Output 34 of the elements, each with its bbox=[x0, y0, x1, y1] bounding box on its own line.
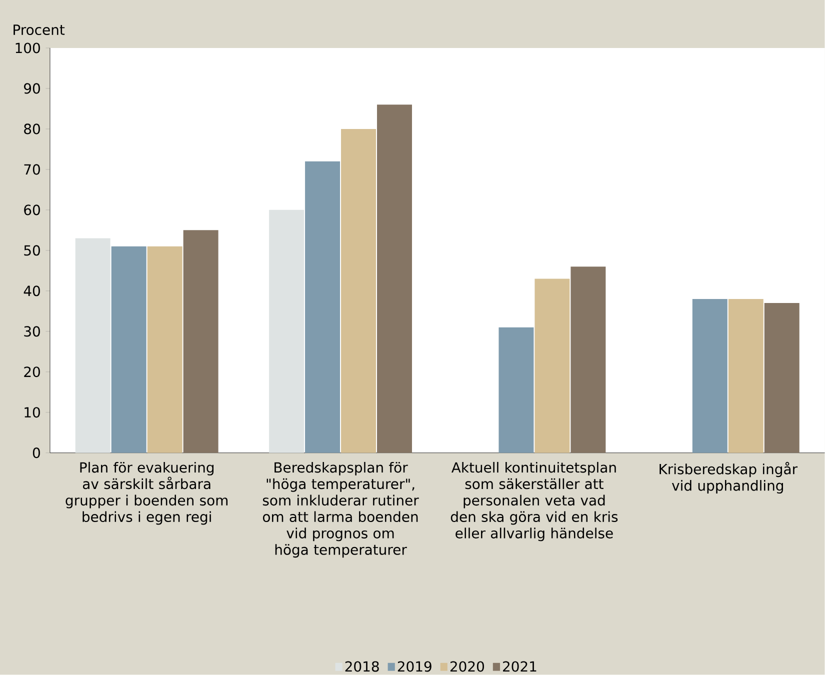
bar bbox=[269, 210, 304, 454]
bar bbox=[183, 230, 218, 454]
bar bbox=[75, 238, 110, 454]
x-tick-label: Beredskapsplan för "höga temperaturer", som inkluderar rutiner om att larma boenden vid prognos om höga temperaturer bbox=[262, 462, 419, 558]
bar bbox=[341, 129, 376, 454]
y-tick-label: 70 bbox=[24, 164, 40, 175]
y-tick-label: 50 bbox=[24, 245, 40, 256]
x-tick-label: Aktuell kontinuitetsplan som säkerställer att personalen veta vad den ska göra vid en kris eller allvarlig händelse bbox=[450, 462, 618, 542]
y-tick-label: 10 bbox=[24, 407, 40, 418]
bar bbox=[147, 246, 182, 454]
y-tick-label: 100 bbox=[16, 42, 40, 54]
bar bbox=[728, 299, 764, 454]
y-tick-label: 90 bbox=[24, 83, 40, 94]
bar bbox=[498, 328, 534, 454]
y-tick-label: 60 bbox=[24, 204, 40, 216]
y-tick-label: 80 bbox=[24, 124, 40, 134]
bar bbox=[111, 246, 146, 454]
bar bbox=[570, 266, 606, 454]
y-axis-title: Procent bbox=[14, 24, 65, 36]
y-tick-label: 0 bbox=[32, 448, 40, 458]
bar bbox=[764, 303, 800, 454]
legend-label: 2020 bbox=[450, 661, 484, 672]
y-tick-label: 40 bbox=[24, 286, 40, 296]
x-tick-label: Krisberedskap ingår vid upphandling bbox=[660, 462, 798, 494]
y-tick-label: 20 bbox=[24, 366, 40, 378]
legend-label: 2021 bbox=[503, 661, 536, 672]
bar bbox=[534, 278, 570, 454]
bar bbox=[692, 299, 728, 454]
legend-label: 2019 bbox=[398, 661, 432, 672]
bar bbox=[377, 104, 412, 454]
legend-label: 2018 bbox=[345, 661, 379, 672]
y-tick-label: 30 bbox=[24, 326, 40, 337]
bar bbox=[305, 162, 340, 454]
x-tick-label: Plan för evakuering av särskilt sårbara grupper i boenden som bedrivs i egen regi bbox=[66, 462, 228, 525]
